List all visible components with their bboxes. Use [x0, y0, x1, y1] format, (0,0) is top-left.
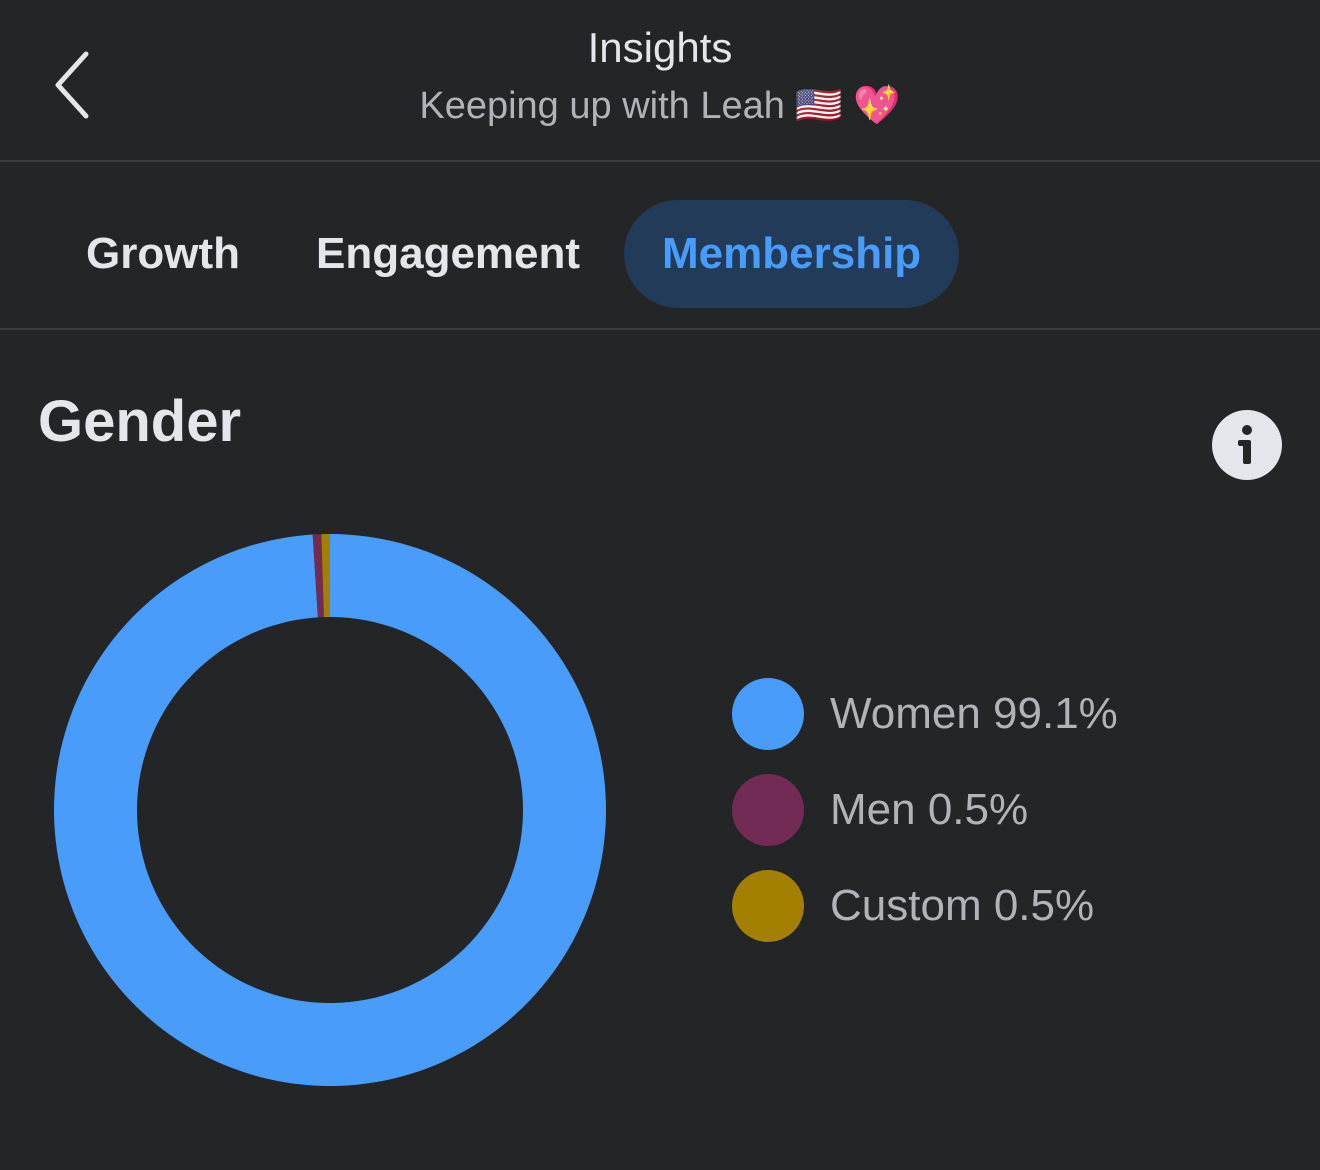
gender-donut-chart	[53, 534, 606, 1086]
group-name: Keeping up with Leah 🇺🇸 💖	[419, 85, 901, 127]
tab-bar: Growth Engagement Membership	[0, 164, 1320, 330]
info-button[interactable]	[1212, 410, 1282, 480]
legend-label-women: Women 99.1%	[830, 689, 1118, 738]
section-title: Gender	[38, 389, 242, 454]
legend-item-women: Women 99.1%	[732, 678, 1118, 750]
chart-legend: Women 99.1% Men 0.5% Custom 0.5%	[732, 678, 1118, 966]
chevron-left-icon	[55, 51, 89, 119]
legend-swatch-women	[732, 678, 804, 750]
legend-item-custom: Custom 0.5%	[732, 870, 1118, 942]
donut-slice-men	[312, 534, 324, 618]
legend-swatch-men	[732, 774, 804, 846]
legend-label-men: Men 0.5%	[830, 785, 1029, 834]
header: Insights Keeping up with Leah 🇺🇸 💖	[0, 0, 1320, 162]
legend-label-custom: Custom 0.5%	[830, 881, 1095, 930]
legend-swatch-custom	[732, 870, 804, 942]
page-title: Insights	[587, 24, 733, 71]
donut-slice-women	[53, 534, 606, 1086]
tab-membership[interactable]: Membership	[624, 200, 960, 308]
info-icon	[1238, 425, 1252, 464]
legend-item-men: Men 0.5%	[732, 774, 1118, 846]
back-button[interactable]	[40, 40, 104, 130]
donut-slice-custom	[321, 534, 330, 618]
tab-engagement[interactable]: Engagement	[316, 229, 581, 278]
tab-growth[interactable]: Growth	[86, 229, 240, 278]
